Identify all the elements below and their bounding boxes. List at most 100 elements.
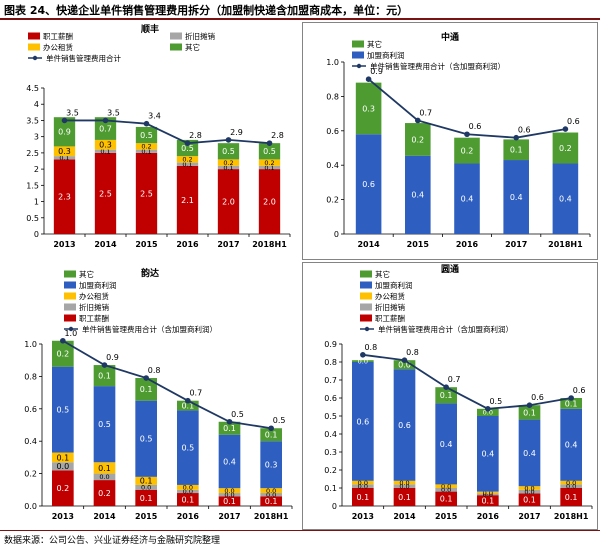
y-tick-label: 1 xyxy=(34,198,39,207)
bar-segment-franchise xyxy=(93,386,116,463)
bar-segment-franchise xyxy=(177,410,199,485)
y-tick-label: 4 xyxy=(34,100,39,109)
legend-label: 单件销售管理费用合计 xyxy=(46,53,121,63)
bar-segment-depreciation xyxy=(53,156,76,160)
bar-segment-office xyxy=(135,143,158,150)
bar-value-label: 0.1 xyxy=(565,493,578,502)
bar-value-label: 0.0 xyxy=(266,491,276,499)
bar-segment-other xyxy=(260,428,282,442)
total-line-label: 0.7 xyxy=(448,375,461,384)
bar-segment-other xyxy=(217,143,240,160)
footer-divider xyxy=(0,530,600,531)
bar-value-label: 0.0 xyxy=(524,484,534,492)
legend-swatch-depreciation xyxy=(64,303,76,311)
y-tick-label: 0.2 xyxy=(24,470,37,479)
y-tick-label: 3 xyxy=(34,133,39,142)
total-line-point xyxy=(268,425,274,432)
bar-value-label: 0.4 xyxy=(411,191,424,200)
bar-segment-other xyxy=(503,139,529,161)
bar-value-label: 0.0 xyxy=(399,479,409,487)
figure-header: 图表 24、快递企业单件销售管理费用拆分（加盟制快递含加盟商成本，单位：元） xyxy=(0,0,600,20)
bar-segment-franchise xyxy=(435,403,457,485)
bar-segment-depreciation xyxy=(260,493,282,497)
bar-segment-staff xyxy=(94,152,117,234)
bar-segment-other xyxy=(560,398,582,409)
total-line-label: 0.7 xyxy=(419,108,432,117)
bar-segment-other xyxy=(94,117,117,140)
bar-segment-franchise xyxy=(352,362,374,481)
bar-segment-depreciation xyxy=(93,473,116,481)
total-line-point xyxy=(360,352,366,358)
legend-swatch-office xyxy=(28,43,40,51)
y-tick-label: 0 xyxy=(334,230,339,239)
y-tick-label: 0.4 xyxy=(324,430,337,439)
bar-segment-depreciation xyxy=(94,149,117,153)
x-tick-label: 2016 xyxy=(176,240,199,249)
bar-value-label: 0.1 xyxy=(100,148,110,156)
total-line-series xyxy=(62,339,272,430)
bar-value-label: 0.6 xyxy=(362,180,375,189)
total-line-label: 0.6 xyxy=(469,122,482,131)
total-line-point xyxy=(184,140,191,146)
bar-value-label: 0.4 xyxy=(223,457,236,466)
bar-segment-franchise xyxy=(260,441,282,489)
bar-value-label: 0.4 xyxy=(461,195,474,204)
bar-value-label: 0.1 xyxy=(398,493,411,502)
bar-value-label: 0.1 xyxy=(223,497,236,506)
bar-segment-depreciation xyxy=(258,165,281,170)
bar-value-label: 0.0 xyxy=(483,409,493,417)
bar-value-label: 0.1 xyxy=(481,496,494,505)
y-tick-label: 3.5 xyxy=(26,116,39,125)
bar-segment-depreciation xyxy=(176,162,199,166)
bar-segment-other xyxy=(477,408,499,416)
bar-segment-staff xyxy=(135,152,158,234)
bar-segment-office xyxy=(94,139,117,150)
legend-swatch-depreciation xyxy=(170,32,182,40)
x-tick-label: 2018H1 xyxy=(254,512,289,521)
chart-title: 中通 xyxy=(441,31,459,43)
bar-segment-franchise xyxy=(477,416,499,492)
bar-segment-franchise xyxy=(355,134,382,234)
x-tick-label: 2018H1 xyxy=(548,240,583,249)
x-tick-label: 2018H1 xyxy=(554,512,589,521)
bar-segment-franchise xyxy=(405,155,431,234)
bar-value-label: 2.5 xyxy=(140,189,153,198)
bar-segment-office xyxy=(218,488,241,494)
legend-label: 职工薪酬 xyxy=(79,313,109,323)
bar-value-label: 0.5 xyxy=(140,131,153,140)
chart-title: 顺丰 xyxy=(141,23,159,35)
legend-label: 职工薪酬 xyxy=(375,313,405,323)
y-tick-label: 0 xyxy=(34,230,39,239)
y-tick-label: 0.8 xyxy=(24,372,37,381)
bar-segment-depreciation xyxy=(435,488,457,492)
bar-value-label: 0.0 xyxy=(441,483,451,491)
bar-value-label: 0.6 xyxy=(356,417,369,426)
bar-value-label: 0.3 xyxy=(265,461,278,470)
bar-value-label: 0.2 xyxy=(411,135,424,144)
bar-value-label: 0.1 xyxy=(223,164,233,172)
bar-value-label: 0.0 xyxy=(224,491,234,499)
total-line-point xyxy=(185,397,191,404)
y-tick-label: 0 xyxy=(332,502,337,511)
x-tick-label: 2016 xyxy=(477,512,500,521)
bar-segment-office xyxy=(135,476,157,485)
legend-swatch-depreciation xyxy=(360,303,372,311)
legend-swatch-staff xyxy=(360,314,372,322)
bar-value-label: 0.0 xyxy=(441,486,451,494)
bar-segment-franchise xyxy=(393,369,416,481)
total-line-label: 0.5 xyxy=(489,397,502,406)
bar-segment-depreciation xyxy=(52,462,74,471)
legend-label: 其它 xyxy=(375,269,390,279)
bar-value-label: 0.2 xyxy=(141,143,151,151)
total-line-point xyxy=(226,418,233,425)
bar-segment-other xyxy=(518,405,541,420)
bar-value-label: 0.2 xyxy=(56,484,69,493)
bar-segment-office xyxy=(93,462,116,474)
total-line-series xyxy=(368,78,566,139)
bar-value-label: 0.1 xyxy=(181,495,194,504)
bar-value-label: 0.1 xyxy=(510,146,523,155)
bar-value-label: 0.1 xyxy=(265,431,278,440)
legend-swatch-marker xyxy=(364,326,370,332)
y-tick-label: 0.5 xyxy=(26,214,39,223)
